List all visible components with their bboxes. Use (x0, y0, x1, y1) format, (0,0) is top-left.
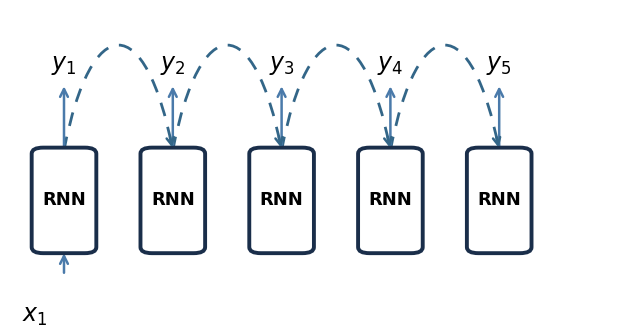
Text: $y_4$: $y_4$ (378, 53, 403, 77)
Text: $y_5$: $y_5$ (486, 53, 512, 77)
FancyBboxPatch shape (467, 148, 531, 253)
Text: RNN: RNN (477, 191, 521, 209)
Text: $y_1$: $y_1$ (51, 53, 77, 77)
Text: RNN: RNN (260, 191, 303, 209)
Text: $y_3$: $y_3$ (269, 53, 294, 77)
FancyBboxPatch shape (358, 148, 422, 253)
Text: $x_1$: $x_1$ (22, 304, 48, 328)
FancyBboxPatch shape (141, 148, 205, 253)
FancyBboxPatch shape (32, 148, 97, 253)
Text: RNN: RNN (151, 191, 195, 209)
Text: RNN: RNN (369, 191, 412, 209)
Text: RNN: RNN (42, 191, 86, 209)
FancyBboxPatch shape (250, 148, 314, 253)
Text: $y_2$: $y_2$ (160, 53, 186, 77)
